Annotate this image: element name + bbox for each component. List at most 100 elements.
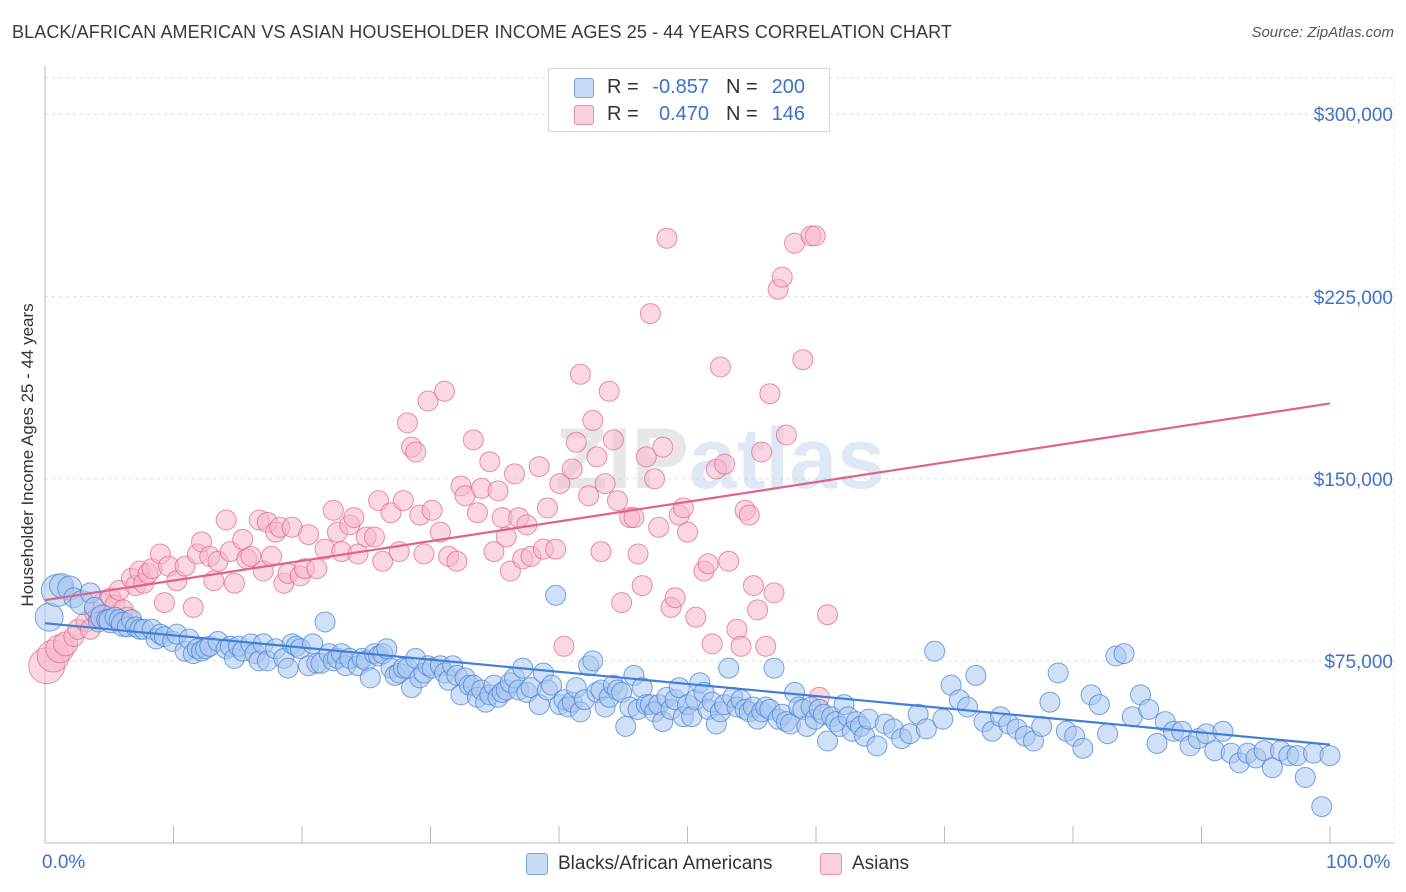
scatter-point xyxy=(751,441,773,463)
scatter-point xyxy=(528,456,550,478)
x-tick-min: 0.0% xyxy=(42,852,86,873)
scatter-point xyxy=(1097,723,1119,745)
scatter-point xyxy=(648,516,670,538)
scatter-point xyxy=(359,667,381,689)
scatter-point xyxy=(223,572,245,594)
scatter-point xyxy=(804,225,826,247)
scatter-point xyxy=(656,227,678,249)
scatter-point xyxy=(495,526,517,548)
scatter-point xyxy=(1039,691,1061,713)
scatter-point xyxy=(639,303,661,325)
scatter-point xyxy=(545,538,567,560)
scatter-point xyxy=(631,575,653,597)
scatter-point xyxy=(462,429,484,451)
scatter-point xyxy=(965,664,987,686)
scatter-point xyxy=(763,657,785,679)
scatter-point xyxy=(924,640,946,662)
scatter-point xyxy=(392,490,414,512)
bottom-legend-label-asians: Asians xyxy=(852,853,910,874)
scatter-point xyxy=(434,380,456,402)
legend-r-label: R = xyxy=(607,103,639,125)
scatter-point xyxy=(738,504,760,526)
scatter-point xyxy=(421,499,443,521)
scatter-point xyxy=(615,715,637,737)
scatter-point xyxy=(775,424,797,446)
scatter-point xyxy=(553,635,575,657)
chart-title: BLACK/AFRICAN AMERICAN VS ASIAN HOUSEHOL… xyxy=(12,22,952,42)
scatter-point xyxy=(277,657,299,679)
scatter-point xyxy=(483,541,505,563)
scatter-point xyxy=(742,575,764,597)
scatter-point xyxy=(372,550,394,572)
scatter-point xyxy=(1047,662,1069,684)
scatter-point xyxy=(549,473,571,495)
scatter-point xyxy=(446,550,468,572)
legend-n-label: N = xyxy=(726,103,758,125)
scatter-point xyxy=(664,587,686,609)
scatter-point xyxy=(405,441,427,463)
scatter-point xyxy=(627,543,649,565)
legend: R = -0.857 N = 200 R = 0.470 N = 146 xyxy=(548,68,830,132)
scatter-point xyxy=(747,599,769,621)
legend-n-value: 146 xyxy=(771,103,805,125)
legend-n-value: 200 xyxy=(771,76,805,98)
scatter-point xyxy=(677,521,698,543)
scatter-point xyxy=(1031,715,1053,737)
scatter-point xyxy=(730,635,752,657)
scatter-point xyxy=(429,521,451,543)
scatter-point xyxy=(34,602,64,632)
scatter-point xyxy=(866,735,888,757)
scatter-point xyxy=(1088,694,1110,716)
x-tick-max: 100.0% xyxy=(1326,852,1391,873)
scatter-point xyxy=(792,349,814,371)
legend-r-label: R = xyxy=(607,76,639,98)
scatter-point xyxy=(586,446,608,468)
scatter-point xyxy=(701,633,723,655)
scatter-point xyxy=(541,674,563,696)
bottom-legend-swatch-pink xyxy=(820,853,842,875)
scatter-point xyxy=(343,507,365,529)
trend-line xyxy=(44,402,1331,602)
scatter-point xyxy=(1113,643,1135,665)
scatter-point xyxy=(718,550,740,572)
scatter-point xyxy=(569,363,591,385)
bottom-legend-blacks: Blacks/African Americans xyxy=(526,852,806,876)
scatter-point xyxy=(932,708,954,730)
legend-n-label: N = xyxy=(726,76,758,98)
scatter-point xyxy=(598,380,620,402)
y-tick-label: $75,000 xyxy=(1324,651,1393,673)
scatter-point xyxy=(182,596,204,618)
y-tick-label: $225,000 xyxy=(1313,287,1393,309)
blacks-points xyxy=(34,573,1341,818)
scatter-point xyxy=(755,635,777,657)
scatter-point xyxy=(396,412,418,434)
scatter-point xyxy=(759,383,781,405)
scatter-point xyxy=(413,543,435,565)
scatter-point xyxy=(578,485,600,507)
scatter-point xyxy=(635,446,657,468)
scatter-point xyxy=(644,468,666,490)
scatter-point xyxy=(322,499,344,521)
scatter-point xyxy=(1261,757,1283,779)
scatter-point xyxy=(1146,732,1168,754)
bottom-legend-label-blacks: Blacks/African Americans xyxy=(558,853,773,874)
scatter-point xyxy=(606,490,628,512)
scatter-point xyxy=(565,431,587,453)
scatter-point xyxy=(536,497,558,519)
scatter-point xyxy=(479,451,501,473)
chart-source: Source: ZipAtlas.com xyxy=(1251,24,1394,41)
scatter-point xyxy=(957,696,979,718)
scatter-point xyxy=(611,592,633,614)
scatter-point xyxy=(561,458,583,480)
scatter-point xyxy=(594,473,616,495)
legend-row-asians: R = 0.470 N = 146 xyxy=(549,101,829,127)
legend-swatch-blue xyxy=(574,78,594,98)
scatter-point xyxy=(718,657,740,679)
scatter-point xyxy=(1311,796,1333,818)
scatter-point xyxy=(1294,766,1316,788)
scatter-point xyxy=(652,436,674,458)
scatter-point xyxy=(417,390,439,412)
scatter-point xyxy=(487,480,509,502)
legend-swatch-pink xyxy=(574,105,594,125)
legend-row-blacks: R = -0.857 N = 200 xyxy=(549,74,829,100)
